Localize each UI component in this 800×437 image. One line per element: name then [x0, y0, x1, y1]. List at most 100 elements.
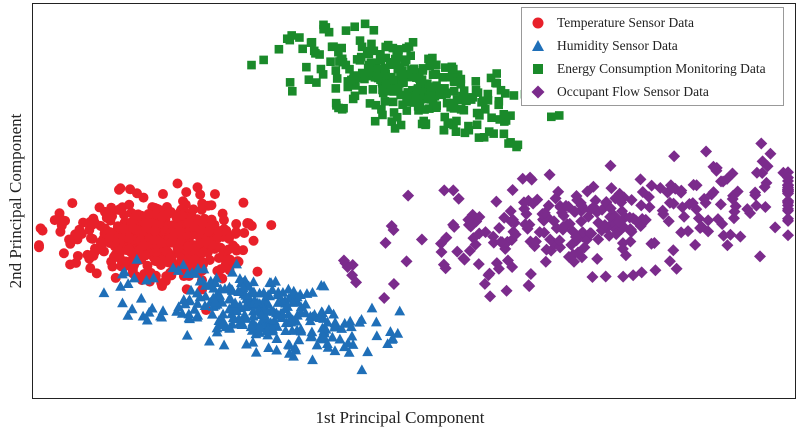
data-point [337, 254, 350, 267]
data-point [493, 221, 506, 234]
data-point [578, 241, 591, 254]
data-point [418, 66, 428, 75]
data-point [486, 73, 496, 83]
series-group [247, 19, 564, 152]
data-point [347, 75, 356, 85]
data-point [404, 70, 413, 79]
data-point [402, 92, 411, 101]
data-point [34, 242, 44, 253]
data-point [227, 312, 239, 323]
data-point [183, 242, 194, 253]
data-point [387, 278, 400, 291]
data-point [179, 298, 191, 309]
data-point [506, 184, 519, 197]
data-point [663, 255, 676, 268]
data-point [245, 321, 257, 332]
legend-item-energy: Energy Consumption Monitoring Data [530, 57, 775, 80]
data-point [721, 239, 734, 252]
data-point [446, 72, 456, 82]
data-point [350, 22, 360, 32]
data-point [392, 112, 402, 122]
data-point [356, 364, 368, 375]
data-point [700, 145, 713, 158]
data-point [127, 263, 138, 274]
data-point [500, 117, 509, 126]
data-point [248, 276, 259, 287]
data-point [782, 229, 794, 242]
data-point [365, 99, 375, 108]
data-point [492, 262, 505, 275]
data-point [610, 228, 623, 241]
data-point [449, 104, 459, 113]
data-point [381, 53, 391, 63]
data-point [350, 276, 363, 289]
data-point [312, 78, 321, 87]
data-point [261, 325, 273, 336]
data-point [727, 212, 740, 225]
data-point [604, 210, 617, 223]
data-point [242, 217, 253, 228]
data-point [191, 287, 203, 298]
data-point [499, 129, 509, 139]
data-point [702, 214, 715, 227]
legend-item-humidity: Humidity Sensor Data [530, 34, 775, 57]
data-point [250, 346, 262, 357]
data-point [148, 272, 159, 283]
data-point [223, 233, 234, 244]
data-point [363, 68, 373, 77]
data-point [198, 247, 209, 258]
data-point [122, 278, 134, 289]
data-point [241, 338, 252, 349]
data-point [549, 192, 562, 205]
data-point [396, 120, 406, 130]
data-point [224, 322, 236, 332]
data-point [185, 284, 197, 295]
data-point [104, 232, 115, 243]
data-point [623, 224, 636, 237]
data-point [741, 203, 754, 216]
data-point [130, 210, 141, 221]
data-point [287, 31, 296, 40]
data-point [341, 60, 351, 70]
data-point [699, 196, 712, 209]
data-point [411, 93, 420, 103]
data-point [271, 344, 283, 355]
data-point [326, 57, 335, 66]
data-point [150, 256, 161, 267]
data-point [717, 175, 730, 188]
data-point [177, 259, 189, 270]
data-point [335, 57, 344, 66]
data-point [378, 85, 387, 95]
data-point [512, 142, 521, 152]
data-point [95, 237, 106, 248]
data-point [639, 213, 652, 226]
data-point [295, 289, 306, 300]
data-point [295, 301, 307, 312]
data-point [605, 182, 618, 195]
data-point [370, 316, 382, 327]
data-point [522, 279, 535, 292]
data-point [232, 285, 244, 296]
data-point [380, 69, 389, 78]
data-point [458, 253, 471, 266]
data-point [58, 248, 69, 259]
data-point [496, 85, 506, 95]
data-point [371, 58, 381, 68]
data-point [456, 74, 466, 84]
data-point [57, 215, 68, 226]
data-point [668, 150, 681, 163]
data-point [362, 346, 374, 357]
data-point [524, 268, 537, 281]
data-point [143, 209, 154, 220]
data-point [306, 330, 318, 341]
data-point [428, 70, 438, 80]
plot-area [32, 3, 796, 399]
data-point [203, 226, 214, 237]
data-point [140, 218, 151, 229]
data-point [283, 283, 294, 294]
data-point [716, 218, 729, 231]
data-point [724, 228, 737, 241]
data-point [218, 215, 229, 226]
data-point [157, 189, 168, 200]
data-point [587, 180, 600, 193]
